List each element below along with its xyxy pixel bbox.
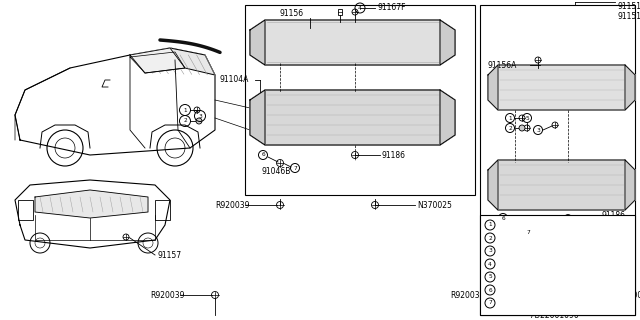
Text: 2: 2 xyxy=(183,118,187,124)
Text: 6: 6 xyxy=(501,215,505,220)
Bar xyxy=(18,200,33,220)
Polygon shape xyxy=(250,90,455,145)
Polygon shape xyxy=(15,180,170,248)
Text: 4: 4 xyxy=(488,261,492,267)
Text: 2: 2 xyxy=(488,236,492,241)
Text: 91175A: 91175A xyxy=(498,234,527,243)
Text: 91186: 91186 xyxy=(602,211,626,220)
Polygon shape xyxy=(130,48,215,75)
Text: 6: 6 xyxy=(261,153,265,157)
Polygon shape xyxy=(625,65,635,110)
Bar xyxy=(338,9,342,15)
Text: 91046B: 91046B xyxy=(262,167,291,177)
Bar xyxy=(245,5,475,195)
Polygon shape xyxy=(440,20,455,65)
Text: 91182A: 91182A xyxy=(498,285,527,294)
Text: 91186: 91186 xyxy=(382,150,406,159)
Text: 91157: 91157 xyxy=(157,251,181,260)
Text: 91156: 91156 xyxy=(280,10,304,19)
Text: R920039: R920039 xyxy=(215,201,250,210)
Polygon shape xyxy=(250,20,265,65)
Polygon shape xyxy=(250,90,265,145)
Text: R920039: R920039 xyxy=(450,291,484,300)
Polygon shape xyxy=(625,160,635,210)
Text: 3: 3 xyxy=(488,249,492,253)
Polygon shape xyxy=(488,65,635,110)
Polygon shape xyxy=(488,160,635,210)
Text: 7: 7 xyxy=(526,229,530,235)
Text: N370025: N370025 xyxy=(617,291,640,300)
Bar xyxy=(155,200,170,220)
Polygon shape xyxy=(15,48,215,155)
Text: 7: 7 xyxy=(293,165,297,171)
Text: 91176F: 91176F xyxy=(498,220,527,229)
Text: 91187: 91187 xyxy=(498,246,522,255)
Text: A922001090: A922001090 xyxy=(531,310,580,319)
Text: 91156A: 91156A xyxy=(487,60,516,69)
Text: 91172D*A: 91172D*A xyxy=(498,260,537,268)
Text: 5: 5 xyxy=(525,116,529,121)
Text: 3: 3 xyxy=(198,114,202,118)
Text: 91151<RH>: 91151<RH> xyxy=(617,2,640,11)
Text: 1: 1 xyxy=(183,108,187,113)
Polygon shape xyxy=(440,90,455,145)
Polygon shape xyxy=(488,160,498,210)
Bar xyxy=(480,5,635,315)
Text: 91151A<LH>: 91151A<LH> xyxy=(617,12,640,21)
Text: 94068A: 94068A xyxy=(498,299,527,308)
Polygon shape xyxy=(488,65,498,110)
Text: 1: 1 xyxy=(488,222,492,228)
Text: 91172D*B: 91172D*B xyxy=(498,273,537,282)
Text: 91104A: 91104A xyxy=(220,76,250,84)
Text: 91046C: 91046C xyxy=(500,236,529,244)
Text: N370025: N370025 xyxy=(417,201,452,210)
Text: 1: 1 xyxy=(508,116,512,121)
Text: 91167F: 91167F xyxy=(377,4,406,12)
Text: R920039: R920039 xyxy=(150,291,184,300)
Polygon shape xyxy=(250,20,455,65)
Polygon shape xyxy=(35,190,148,218)
Text: 4: 4 xyxy=(358,5,362,11)
Circle shape xyxy=(196,118,202,124)
Text: 3: 3 xyxy=(536,127,540,132)
Text: 7: 7 xyxy=(488,300,492,306)
Text: 2: 2 xyxy=(508,125,512,131)
Polygon shape xyxy=(130,48,185,73)
Text: 5: 5 xyxy=(488,275,492,279)
Bar xyxy=(480,215,635,315)
Circle shape xyxy=(519,125,525,131)
Text: 6: 6 xyxy=(488,287,492,292)
